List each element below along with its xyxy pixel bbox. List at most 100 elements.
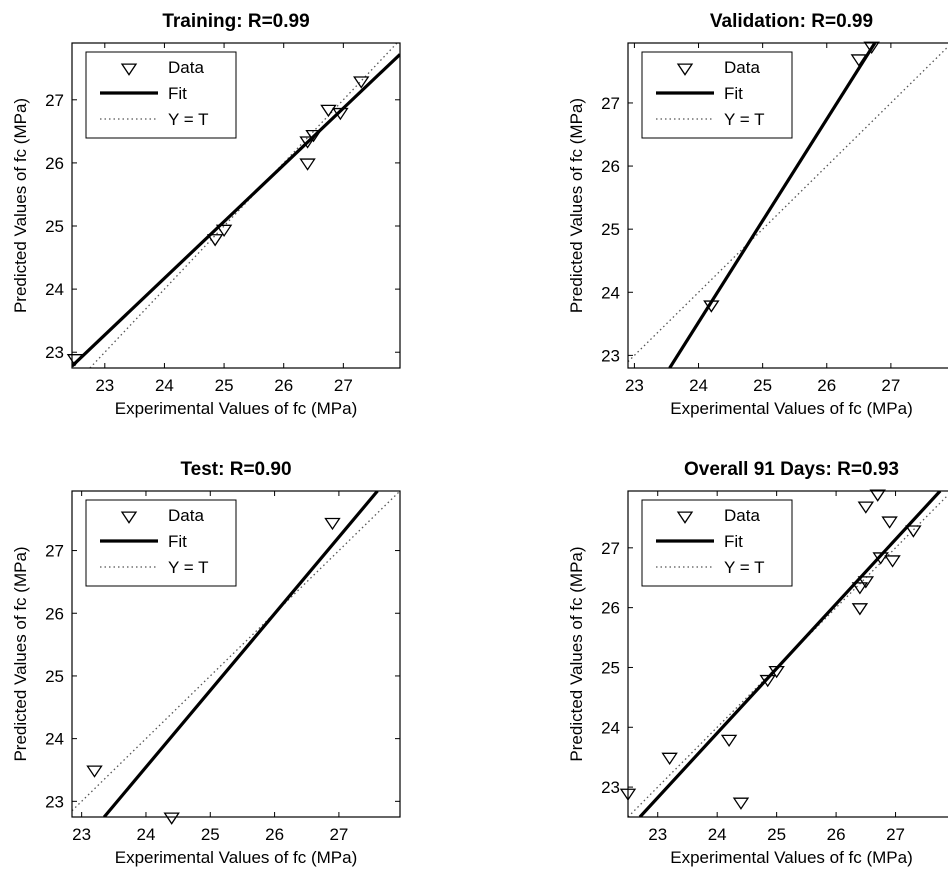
x-tick-label: 23 xyxy=(625,376,644,395)
legend-box xyxy=(85,499,237,587)
legend-marker-data xyxy=(120,63,138,76)
x-tick-label: 25 xyxy=(767,825,786,844)
y-axis-label: Predicted Values of fc (MPa) xyxy=(11,98,30,313)
x-tick-label: 25 xyxy=(201,825,220,844)
legend-label: Data xyxy=(724,506,760,525)
x-tick-label: 27 xyxy=(881,376,900,395)
y-tick-label: 24 xyxy=(601,283,620,302)
x-tick-label: 25 xyxy=(215,376,234,395)
y-axis-label: Predicted Values of fc (MPa) xyxy=(567,98,586,313)
legend-box xyxy=(85,51,237,139)
x-tick-label: 26 xyxy=(274,376,293,395)
data-point xyxy=(884,555,901,568)
fit-line xyxy=(72,53,400,368)
y-tick-label: 25 xyxy=(45,667,64,686)
legend-marker-data xyxy=(676,511,694,524)
data-point xyxy=(872,552,889,565)
x-axis-label: Experimental Values of fc (MPa) xyxy=(670,399,913,418)
data-point xyxy=(332,107,349,121)
data-point xyxy=(299,158,316,171)
chart-validation: 23 24 25 26 27 23 24 25 26 27 Validation: R=0.99 Ex… xyxy=(567,11,948,418)
legend-label: Y = T xyxy=(168,558,208,577)
x-tick-label: 26 xyxy=(817,376,836,395)
legend-label: Data xyxy=(168,58,204,77)
x-tick-label: 27 xyxy=(329,825,348,844)
chart-title: Overall 91 Days: R=0.93 xyxy=(684,459,899,480)
data-point xyxy=(324,517,341,531)
legend-label: Fit xyxy=(724,84,743,103)
legend-box xyxy=(641,51,793,139)
y-tick-label: 27 xyxy=(601,539,620,558)
y-tick-label: 25 xyxy=(45,217,64,236)
x-tick-label: 27 xyxy=(334,376,353,395)
data-point xyxy=(299,136,316,149)
legend-label: Fit xyxy=(724,532,743,551)
x-tick-label: 24 xyxy=(689,376,708,395)
chart-title: Test: R=0.90 xyxy=(180,459,291,480)
data-point xyxy=(759,674,776,688)
data-point xyxy=(851,582,869,595)
data-point xyxy=(732,797,750,810)
y-axis-label: Predicted Values of fc (MPa) xyxy=(567,546,586,761)
y-tick-label: 26 xyxy=(45,604,64,623)
legend-box xyxy=(641,499,793,587)
data-point xyxy=(320,104,337,118)
y-tick-label: 24 xyxy=(601,718,620,737)
legend-label: Y = T xyxy=(724,558,764,577)
legend-marker-data xyxy=(676,63,694,76)
data-point xyxy=(720,734,738,748)
y-tick-label: 27 xyxy=(601,94,620,113)
data-point xyxy=(215,224,233,237)
legend-label: Fit xyxy=(168,84,187,103)
chart-test: 23 24 25 26 27 23 24 25 26 27 Test: R=0.90 Experime… xyxy=(11,459,401,867)
x-tick-label: 25 xyxy=(753,376,772,395)
y-tick-label: 27 xyxy=(45,91,64,110)
y-tick-label: 23 xyxy=(45,792,64,811)
data-point xyxy=(305,130,322,143)
legend-label: Fit xyxy=(168,532,187,551)
x-tick-label: 23 xyxy=(648,825,667,844)
chart-title: Training: R=0.99 xyxy=(162,11,309,32)
x-tick-label: 26 xyxy=(265,825,284,844)
y-tick-label: 25 xyxy=(601,220,620,239)
data-point xyxy=(353,76,370,89)
y-tick-label: 26 xyxy=(601,599,620,618)
chart-overall: 23 24 25 26 27 23 24 25 26 27 Overall 91 Days: R=0… xyxy=(567,459,948,867)
legend-label: Data xyxy=(724,58,760,77)
identity-line xyxy=(628,45,948,363)
x-tick-label: 24 xyxy=(136,825,155,844)
y-tick-label: 23 xyxy=(45,343,64,362)
data-point xyxy=(661,752,678,766)
legend-label: Y = T xyxy=(724,110,764,129)
x-tick-label: 27 xyxy=(886,825,905,844)
legend-marker-data xyxy=(120,511,138,524)
axes-frame xyxy=(71,42,401,369)
fit-line xyxy=(638,491,942,817)
y-axis-label: Predicted Values of fc (MPa) xyxy=(11,546,30,761)
y-tick-label: 26 xyxy=(45,154,64,173)
x-tick-label: 24 xyxy=(155,376,174,395)
data-point xyxy=(850,54,868,67)
x-tick-label: 26 xyxy=(827,825,846,844)
x-axis-label: Experimental Values of fc (MPa) xyxy=(115,399,358,418)
data-point xyxy=(86,765,103,778)
data-point xyxy=(851,603,869,616)
data-point xyxy=(206,234,224,247)
data-point xyxy=(163,812,180,825)
fit-line xyxy=(102,491,379,817)
axes-frame xyxy=(627,490,948,818)
legend: Data Fit Y = T xyxy=(85,51,237,139)
y-tick-label: 23 xyxy=(601,346,620,365)
data-point xyxy=(857,576,875,589)
legend: Data Fit Y = T xyxy=(85,499,237,587)
y-tick-label: 23 xyxy=(601,778,620,797)
data-point xyxy=(703,300,720,313)
y-tick-label: 24 xyxy=(45,280,64,299)
legend: Data Fit Y = T xyxy=(641,499,793,587)
x-axis-label: Experimental Values of fc (MPa) xyxy=(115,848,358,867)
data-point xyxy=(768,665,785,679)
y-tick-label: 24 xyxy=(45,730,64,749)
x-axis-label: Experimental Values of fc (MPa) xyxy=(670,848,913,867)
data-point xyxy=(905,525,922,538)
